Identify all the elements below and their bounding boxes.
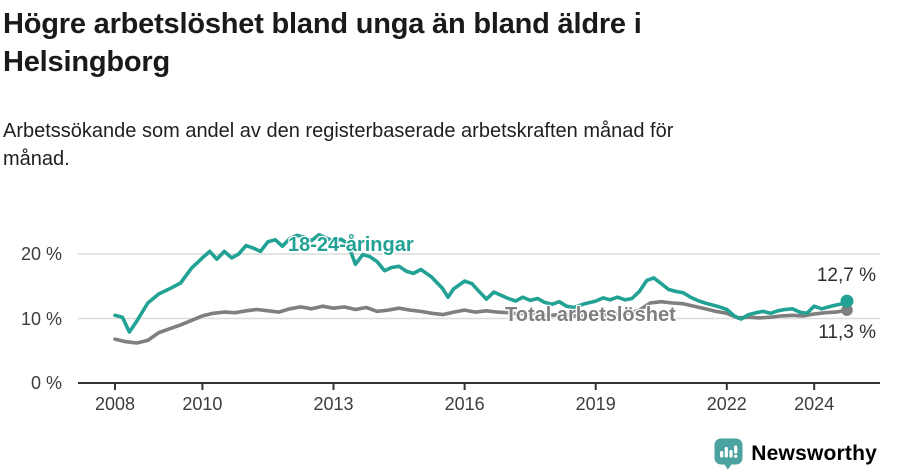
x-axis-tick-label: 2010 bbox=[182, 394, 223, 414]
end-value-label-young: 12,7 % bbox=[816, 265, 876, 286]
series-label-total: Total arbetslöshet bbox=[505, 304, 676, 326]
chart-subtitle: Arbetssökande som andel av den registerb… bbox=[3, 120, 674, 171]
end-value-label-total: 11,3 % bbox=[818, 322, 876, 343]
page-title: Högre arbetslöshet bland unga än bland ä… bbox=[3, 8, 642, 78]
x-axis-tick-label: 2013 bbox=[313, 394, 354, 414]
x-axis-tick-label: 2008 bbox=[94, 394, 136, 414]
x-axis-tick-label: 2016 bbox=[444, 394, 485, 414]
brand-name: Newsworthy bbox=[751, 442, 877, 465]
series-label-young: 18-24-åringar bbox=[288, 234, 414, 256]
x-axis-tick-label: 2022 bbox=[706, 394, 747, 414]
y-axis-tick-label: 20 % bbox=[20, 244, 62, 264]
y-axis-tick-label: 10 % bbox=[20, 308, 62, 329]
x-axis-tick-label: 2024 bbox=[794, 394, 835, 414]
x-axis-tick-label: 2019 bbox=[575, 394, 616, 414]
newsworthy-logo-icon bbox=[714, 438, 743, 470]
y-axis-tick-label: 0 % bbox=[30, 373, 62, 393]
brand-footer: Newsworthy bbox=[714, 438, 877, 470]
